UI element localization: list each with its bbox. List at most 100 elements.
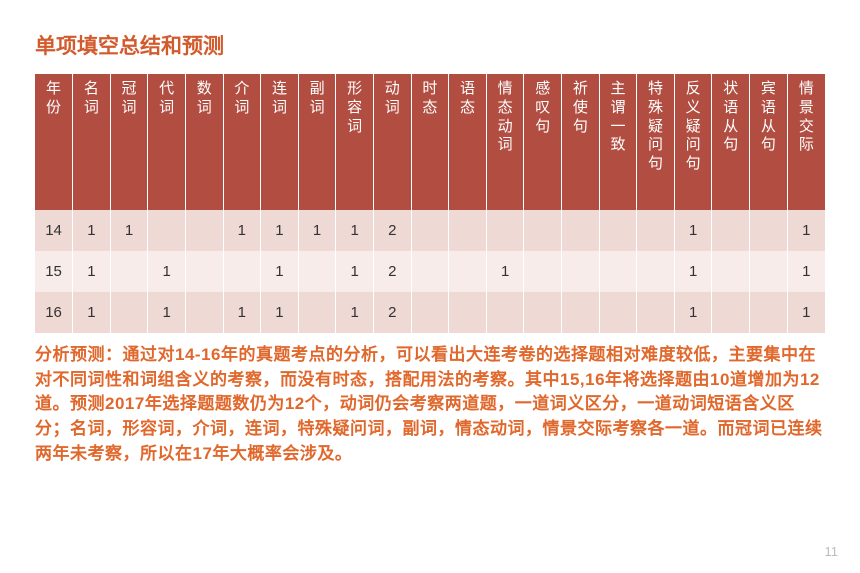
analysis-text: 通过对14-16年的真题考点的分析，可以看出大连考卷的选择题相对难度较低，主要集…	[35, 345, 823, 463]
column-header: 代词	[148, 74, 186, 210]
table-cell: 16	[35, 292, 73, 333]
column-header: 情态动词	[486, 74, 524, 210]
table-cell	[486, 292, 524, 333]
table-cell: 1	[223, 292, 261, 333]
table-cell: 1	[223, 210, 261, 251]
column-header: 特殊疑问句	[637, 74, 675, 210]
table-cell: 1	[148, 292, 186, 333]
column-header-label: 副词	[310, 80, 325, 118]
table-cell: 2	[373, 292, 411, 333]
table-cell: 1	[73, 251, 111, 292]
column-header-label: 状语从句	[723, 80, 738, 155]
table-cell: 1	[336, 210, 374, 251]
table-cell	[599, 210, 637, 251]
analysis-paragraph: 分析预测：通过对14-16年的真题考点的分析，可以看出大连考卷的选择题相对难度较…	[35, 343, 825, 466]
column-header: 年份	[35, 74, 73, 210]
table-cell	[411, 292, 449, 333]
table-cell	[185, 251, 223, 292]
table-cell	[298, 292, 336, 333]
table-cell: 1	[486, 251, 524, 292]
table-cell	[712, 251, 750, 292]
table-cell: 1	[674, 251, 712, 292]
column-header: 宾语从句	[750, 74, 788, 210]
table-cell	[750, 292, 788, 333]
table-cell	[486, 210, 524, 251]
table-cell	[637, 251, 675, 292]
column-header: 语态	[449, 74, 487, 210]
table-cell: 1	[336, 292, 374, 333]
column-header: 冠词	[110, 74, 148, 210]
table-cell: 2	[373, 251, 411, 292]
table-cell	[148, 210, 186, 251]
table-cell: 1	[674, 210, 712, 251]
column-header: 感叹句	[524, 74, 562, 210]
column-header: 副词	[298, 74, 336, 210]
table-cell: 1	[336, 251, 374, 292]
column-header-label: 祈使句	[573, 80, 588, 136]
table-cell	[562, 251, 600, 292]
column-header-label: 反义疑问句	[686, 80, 701, 174]
table-cell: 1	[148, 251, 186, 292]
column-header-label: 年份	[46, 80, 61, 118]
column-header-label: 感叹句	[535, 80, 550, 136]
analysis-label: 分析预测：	[35, 345, 123, 364]
table-cell	[524, 210, 562, 251]
table-cell	[524, 292, 562, 333]
column-header-label: 冠词	[122, 80, 137, 118]
table-cell	[298, 251, 336, 292]
table-row: 14111111211	[35, 210, 825, 251]
column-header: 时态	[411, 74, 449, 210]
column-header: 数词	[185, 74, 223, 210]
table-cell	[750, 210, 788, 251]
table-row: 1611111211	[35, 292, 825, 333]
table-cell	[449, 210, 487, 251]
table-body: 1411111121115111121111611111211	[35, 210, 825, 333]
column-header-label: 形容词	[347, 80, 362, 136]
column-header-label: 连词	[272, 80, 287, 118]
column-header-label: 宾语从句	[761, 80, 776, 155]
table-cell	[223, 251, 261, 292]
table-cell	[562, 292, 600, 333]
table-cell	[110, 292, 148, 333]
column-header-label: 介词	[234, 80, 249, 118]
table-cell	[185, 210, 223, 251]
column-header-label: 代词	[159, 80, 174, 118]
table-cell	[449, 292, 487, 333]
column-header: 状语从句	[712, 74, 750, 210]
column-header: 介词	[223, 74, 261, 210]
table-cell	[637, 210, 675, 251]
column-header: 形容词	[336, 74, 374, 210]
table-cell: 1	[787, 210, 825, 251]
table-cell	[750, 251, 788, 292]
column-header: 情景交际	[787, 74, 825, 210]
column-header-label: 时态	[422, 80, 437, 118]
table-cell: 1	[674, 292, 712, 333]
table-cell	[524, 251, 562, 292]
column-header-label: 情态动词	[498, 80, 513, 155]
table-cell: 1	[73, 210, 111, 251]
table-cell	[599, 292, 637, 333]
table-row: 1511112111	[35, 251, 825, 292]
table-cell	[411, 251, 449, 292]
table-cell	[637, 292, 675, 333]
column-header-label: 语态	[460, 80, 475, 118]
table-cell	[449, 251, 487, 292]
table-cell: 1	[261, 210, 299, 251]
table-cell: 1	[110, 210, 148, 251]
page-title: 单项填空总结和预测	[35, 30, 825, 60]
table-cell: 1	[261, 251, 299, 292]
table-cell: 14	[35, 210, 73, 251]
table-cell	[562, 210, 600, 251]
table-cell: 15	[35, 251, 73, 292]
table-header: 年份名词冠词代词数词介词连词副词 形容词动词时态语态 情态动词 感叹句 祈使句 主谓一致特…	[35, 74, 825, 210]
column-header: 动词	[373, 74, 411, 210]
table-cell: 2	[373, 210, 411, 251]
column-header-label: 主谓一致	[610, 80, 625, 155]
table-cell: 1	[73, 292, 111, 333]
table-cell	[712, 210, 750, 251]
table-cell: 1	[787, 292, 825, 333]
column-header-label: 名词	[84, 80, 99, 118]
table-cell: 1	[787, 251, 825, 292]
column-header: 主谓一致	[599, 74, 637, 210]
column-header-label: 情景交际	[799, 80, 814, 155]
